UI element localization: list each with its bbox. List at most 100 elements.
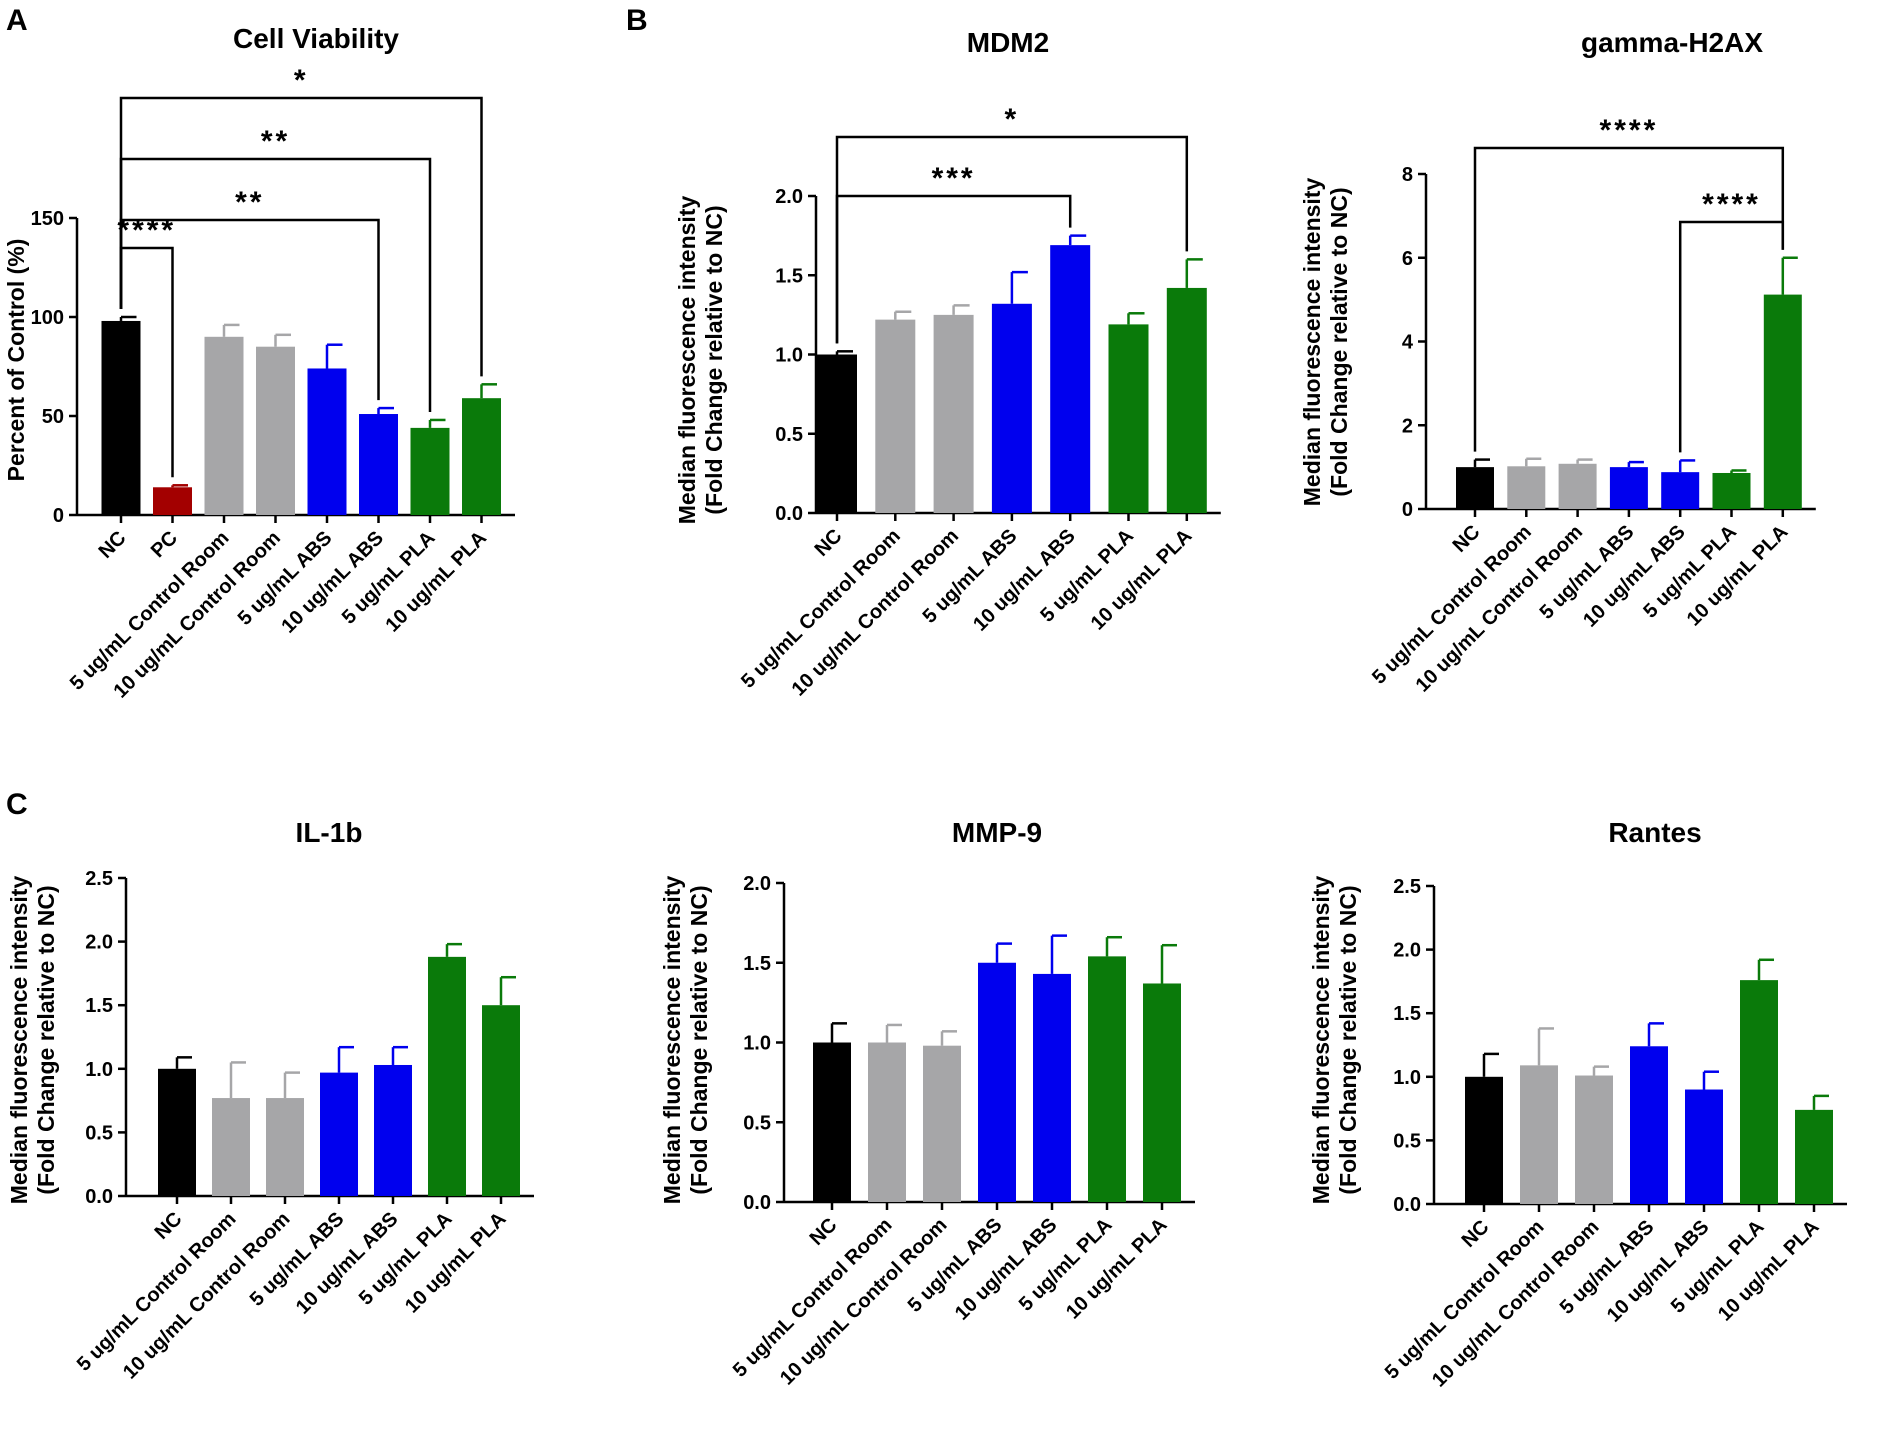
x-tick-label: 5 ug/mL ABS	[904, 1214, 1007, 1317]
significance-label: ****	[1702, 188, 1761, 221]
y-axis-label-line: (Fold Change relative to NC)	[686, 885, 712, 1194]
y-tick-label: 0.0	[1393, 1194, 1421, 1216]
bar	[1033, 973, 1071, 1202]
y-tick-label: 150	[31, 208, 64, 230]
x-tick-label: NC	[806, 1214, 842, 1250]
bar	[1630, 1046, 1668, 1204]
x-tick-label: 5 ug/mL PLA	[355, 1208, 457, 1310]
y-tick-label: 2.0	[1393, 940, 1421, 962]
bar	[933, 314, 974, 513]
il-1b-chart: IL-1b Median fluorescence intensity(Fold …	[6, 817, 534, 1384]
x-tick-label: 10 ug/mL ABS	[969, 525, 1080, 636]
y-tick-label: 0.5	[1393, 1130, 1421, 1152]
bar	[868, 1042, 906, 1202]
bar	[1763, 294, 1802, 509]
y-tick-label: 0.5	[743, 1112, 771, 1134]
bar	[307, 368, 347, 515]
bar	[374, 1064, 412, 1196]
panel-letter-c: C	[6, 788, 28, 821]
x-tick-label: NC	[1449, 521, 1485, 557]
significance-label: *	[294, 64, 309, 97]
x-tick-label: 5 ug/mL ABS	[246, 1208, 349, 1311]
bar	[1088, 956, 1126, 1202]
significance-bracket	[1473, 146, 1785, 452]
bar	[153, 487, 192, 515]
bar	[482, 1005, 520, 1196]
mdm2-chart: MDM2 Median fluorescence intensity(Fold C…	[674, 27, 1221, 701]
panel-letter-b: B	[626, 4, 648, 37]
x-tick-label: 10 ug/mL PLA	[1087, 525, 1197, 635]
x-tick-label: NC	[811, 525, 847, 561]
x-tick-label: 10 ug/mL PLA	[1062, 1214, 1172, 1324]
chart-title: IL-1b	[296, 817, 363, 848]
y-tick-label: 0.0	[775, 503, 803, 525]
y-tick-label: 4	[1402, 332, 1414, 354]
x-tick-label: 10 ug/mL PLA	[401, 1208, 511, 1318]
bar	[1143, 983, 1181, 1202]
y-tick-label: 6	[1402, 248, 1413, 270]
bar	[1712, 472, 1751, 509]
bar	[1050, 245, 1091, 513]
bar	[1507, 466, 1546, 509]
bar	[1558, 463, 1597, 509]
y-tick-label: 1.0	[743, 1033, 771, 1055]
y-axis-label-line: (Fold Change relative to NC)	[701, 205, 727, 514]
y-axis-label-line: Median fluorescence intensity	[659, 876, 685, 1205]
significance-bracket	[835, 135, 1189, 344]
significance-label: ****	[1600, 114, 1659, 147]
significance-label: **	[235, 186, 264, 219]
y-tick-label: 1.5	[743, 953, 771, 975]
bar	[428, 956, 466, 1196]
chart-title: gamma-H2AX	[1581, 27, 1763, 58]
y-tick-label: 0	[1402, 499, 1413, 521]
y-tick-label: 2.5	[85, 868, 113, 890]
bar	[923, 1045, 961, 1202]
y-tick-label: 0.5	[85, 1122, 113, 1144]
bar	[1456, 467, 1494, 509]
y-tick-label: 1.0	[85, 1059, 113, 1081]
bar	[320, 1072, 358, 1196]
x-tick-label: NC	[95, 527, 131, 563]
y-axis-label-line: (Fold Change relative to NC)	[33, 885, 59, 1194]
y-tick-label: 8	[1402, 164, 1413, 186]
y-axis-label: Median fluorescence intensity(Fold Chang…	[659, 876, 712, 1205]
y-axis-label: Percent of Control (%)	[3, 239, 29, 482]
bar	[1166, 287, 1207, 513]
gamma-h2ax-chart: gamma-H2AX Median fluorescence intensity(…	[1299, 27, 1816, 697]
bar	[1685, 1089, 1723, 1204]
y-tick-label: 2.0	[775, 186, 803, 208]
panel-letter-a: A	[6, 4, 28, 37]
y-tick-label: 2	[1402, 415, 1413, 437]
bar	[1465, 1076, 1503, 1204]
bar	[204, 336, 244, 515]
y-tick-label: 100	[31, 307, 64, 329]
bar	[1520, 1065, 1558, 1204]
y-tick-label: 0	[53, 505, 64, 527]
bar	[212, 1098, 250, 1196]
x-tick-label: 10 ug/mL PLA	[1714, 1216, 1824, 1326]
bar	[991, 303, 1032, 513]
y-axis-label-line: (Fold Change relative to NC)	[1326, 187, 1352, 496]
mmp-9-chart: MMP-9 Median fluorescence intensity(Fold …	[659, 817, 1195, 1390]
bar	[158, 1068, 196, 1196]
cell-viability-chart: Cell Viability Percent of Control (%) 0 50 1…	[3, 23, 515, 703]
chart-title: MMP-9	[952, 817, 1042, 848]
y-tick-label: 2.0	[85, 932, 113, 954]
y-tick-label: 0.5	[775, 424, 803, 446]
bar	[813, 1042, 851, 1202]
x-tick-label: PC	[147, 527, 182, 562]
y-tick-label: 1.5	[1393, 1003, 1421, 1025]
y-tick-label: 50	[42, 406, 64, 428]
bar	[410, 427, 450, 515]
bar	[817, 354, 857, 513]
rantes-chart: Rantes Median fluorescence intensity(Fold…	[1308, 817, 1847, 1392]
y-axis-label: Median fluorescence intensity(Fold Chang…	[1308, 876, 1361, 1205]
bar	[1575, 1075, 1613, 1204]
y-axis-label-line: Median fluorescence intensity	[1308, 876, 1334, 1205]
y-axis-label-line: Median fluorescence intensity	[674, 196, 700, 525]
y-tick-label: 1.0	[775, 345, 803, 367]
x-tick-label: 5 ug/mL ABS	[1556, 1216, 1659, 1319]
y-tick-label: 1.0	[1393, 1067, 1421, 1089]
bar	[266, 1098, 304, 1196]
significance-label: ***	[932, 162, 976, 195]
